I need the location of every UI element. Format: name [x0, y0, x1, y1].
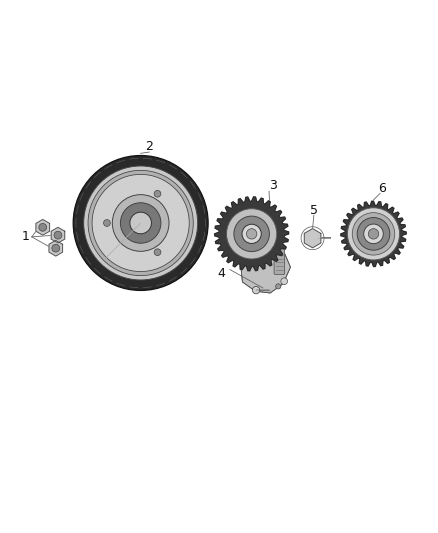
Polygon shape — [304, 229, 321, 248]
Polygon shape — [49, 240, 63, 256]
Circle shape — [364, 224, 383, 244]
Text: 5: 5 — [310, 204, 318, 217]
Text: 4: 4 — [217, 266, 225, 279]
Polygon shape — [341, 201, 406, 266]
Circle shape — [276, 284, 281, 289]
Text: 1: 1 — [21, 230, 29, 244]
Circle shape — [92, 174, 189, 271]
Text: 2: 2 — [145, 140, 153, 154]
Polygon shape — [215, 197, 289, 271]
Circle shape — [103, 220, 110, 227]
Circle shape — [242, 224, 261, 244]
Circle shape — [73, 156, 208, 290]
Circle shape — [252, 286, 260, 294]
Circle shape — [54, 231, 62, 239]
Circle shape — [154, 249, 161, 255]
Circle shape — [347, 208, 399, 260]
Circle shape — [352, 213, 395, 255]
Text: 6: 6 — [378, 182, 386, 195]
Circle shape — [154, 190, 161, 197]
Polygon shape — [51, 228, 65, 243]
FancyBboxPatch shape — [274, 247, 285, 274]
Polygon shape — [240, 249, 290, 293]
Circle shape — [52, 244, 60, 252]
Circle shape — [234, 216, 269, 252]
Circle shape — [357, 217, 390, 250]
Circle shape — [39, 223, 47, 231]
Circle shape — [368, 229, 379, 239]
Circle shape — [130, 212, 152, 234]
Circle shape — [247, 229, 257, 239]
Circle shape — [88, 171, 193, 276]
Circle shape — [112, 195, 169, 252]
Circle shape — [84, 166, 198, 280]
Polygon shape — [36, 220, 49, 235]
Text: 3: 3 — [269, 180, 277, 192]
Circle shape — [226, 209, 277, 259]
Circle shape — [120, 203, 161, 243]
Circle shape — [281, 278, 287, 285]
